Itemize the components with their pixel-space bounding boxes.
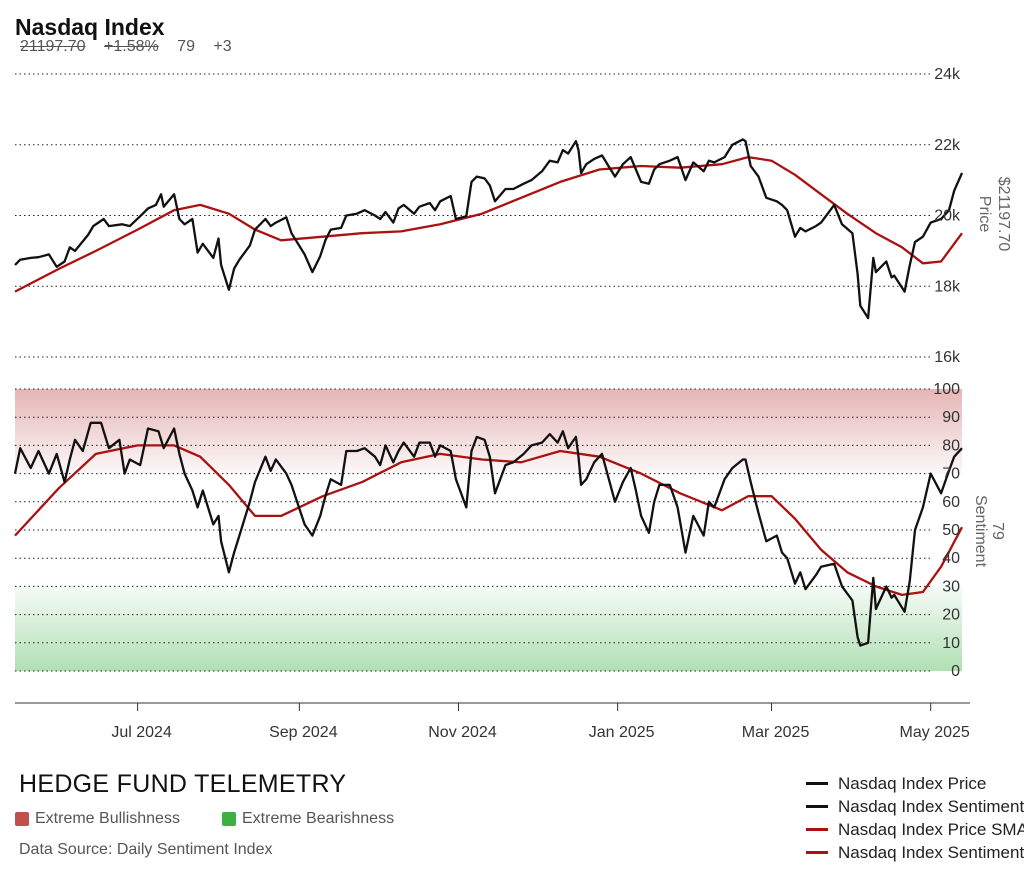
sentiment-tick-label: 100	[933, 381, 960, 398]
legend-label: Nasdaq Index Sentiment SMA	[838, 842, 1024, 862]
legend-item-price[interactable]: Nasdaq Index Price	[806, 772, 1024, 795]
x-tick-label: Nov 2024	[428, 724, 497, 741]
sentiment-value: 79	[177, 38, 195, 55]
key-bearish: Extreme Bearishness	[222, 810, 394, 828]
sentiment-tick-label: 0	[951, 663, 960, 680]
extreme-bearish-band	[15, 586, 962, 671]
legend-swatch	[806, 828, 828, 831]
x-tick-label: May 2025	[900, 724, 970, 741]
price-axis-title: Price	[976, 196, 993, 233]
sentiment-tick-label: 60	[942, 494, 960, 511]
sentiment-tick-label: 10	[942, 635, 960, 652]
chart-title: Nasdaq Index	[15, 14, 165, 40]
bearish-swatch	[222, 812, 236, 826]
price-change: +1.58%	[104, 38, 159, 55]
sentiment-tick-label: 40	[942, 550, 960, 567]
data-source: Data Source: Daily Sentiment Index	[19, 841, 273, 858]
sentiment-tick-label: 80	[942, 437, 960, 454]
key-bullish: Extreme Bullishness	[15, 810, 180, 828]
x-tick-label: Jan 2025	[589, 724, 655, 741]
price-tick-label: 16k	[934, 349, 961, 366]
key-bullish-label: Extreme Bullishness	[35, 810, 180, 827]
x-tick-label: Sep 2024	[269, 724, 338, 741]
legend-swatch	[806, 851, 828, 854]
legend-label: Nasdaq Index Price SMA	[838, 819, 1024, 839]
price-tick-label: 20k	[934, 208, 961, 225]
key-bearish-label: Extreme Bearishness	[242, 810, 395, 827]
legend-swatch	[806, 782, 828, 785]
legend-label: Nasdaq Index Price	[838, 773, 987, 793]
sentiment-tick-label: 30	[942, 578, 960, 595]
sentiment-tick-label: 20	[942, 607, 960, 624]
legend-item-price-sma[interactable]: Nasdaq Index Price SMA	[806, 818, 1024, 841]
price-tick-label: 24k	[934, 66, 961, 83]
chart-legend: Nasdaq Index Price Nasdaq Index Sentimen…	[806, 772, 1024, 864]
bullish-swatch	[15, 812, 29, 826]
sentiment-line	[13, 421, 963, 647]
sentiment-axis-value: 79	[989, 522, 1006, 540]
legend-label: Nasdaq Index Sentiment	[838, 796, 1024, 816]
sentiment-axis-title: Sentiment	[972, 495, 989, 568]
quote-summary: 21197.70 +1.58% 79 +3	[20, 38, 246, 56]
price-value: 21197.70	[20, 38, 86, 55]
sentiment-tick-label: 70	[942, 466, 960, 483]
x-tick-label: Mar 2025	[742, 724, 810, 741]
legend-item-sentiment-sma[interactable]: Nasdaq Index Sentiment SMA	[806, 841, 1024, 864]
sentiment-tick-label: 50	[942, 522, 960, 539]
sentiment-tick-label: 90	[942, 409, 960, 426]
legend-swatch	[806, 805, 828, 808]
sentiment-sma-line	[14, 444, 964, 597]
brand-name: HEDGE FUND TELEMETRY	[19, 770, 347, 798]
legend-item-sentiment[interactable]: Nasdaq Index Sentiment	[806, 795, 1024, 818]
chart-canvas: 16k 18k 20k 22k 24k 0 10 20 30 40 50 60 70 80 90 100 Jul…	[13, 66, 1012, 741]
price-axis-value: $21197.70	[995, 177, 1012, 252]
price-tick-label: 22k	[934, 137, 961, 154]
price-line	[14, 138, 964, 320]
sentiment-change: +3	[213, 38, 232, 55]
price-tick-label: 18k	[934, 278, 961, 295]
price-sma-line	[14, 155, 963, 293]
x-tick-label: Jul 2024	[111, 724, 172, 741]
